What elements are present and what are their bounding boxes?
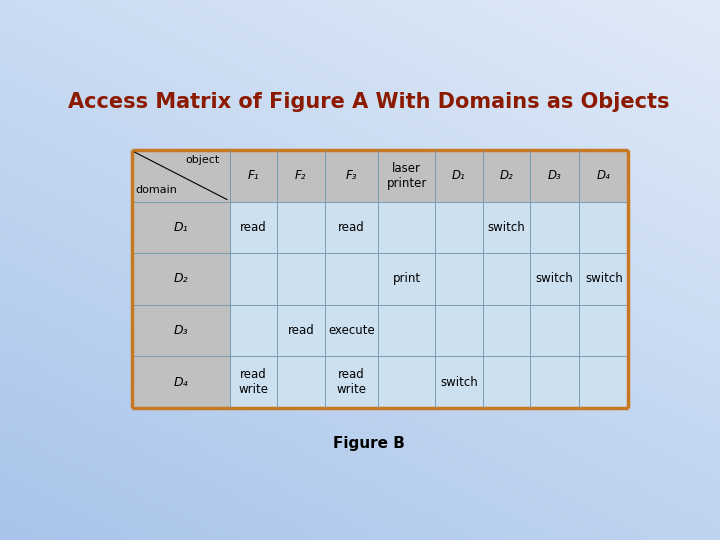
Bar	[132, 253, 230, 305]
Bar	[132, 150, 230, 201]
Bar	[579, 253, 629, 305]
Bar	[132, 201, 230, 253]
Text: switch: switch	[440, 375, 477, 389]
Text: D₁: D₁	[452, 170, 466, 183]
Bar	[378, 150, 435, 201]
Text: F₁: F₁	[248, 170, 259, 183]
Text: object: object	[185, 156, 220, 165]
Bar	[482, 201, 530, 253]
Bar	[230, 305, 277, 356]
Bar	[132, 356, 230, 408]
Bar	[530, 305, 579, 356]
Bar	[230, 201, 277, 253]
Text: D₃: D₃	[174, 324, 188, 337]
Text: switch: switch	[585, 273, 623, 286]
Bar	[230, 150, 277, 201]
Bar	[579, 305, 629, 356]
Bar	[435, 201, 482, 253]
Bar	[277, 253, 325, 305]
Bar	[325, 356, 378, 408]
Bar	[378, 356, 435, 408]
Bar	[378, 253, 435, 305]
Bar	[435, 150, 482, 201]
Bar	[482, 305, 530, 356]
Text: Access Matrix of Figure A With Domains as Objects: Access Matrix of Figure A With Domains a…	[68, 92, 670, 112]
Text: D₁: D₁	[174, 221, 188, 234]
Bar	[482, 150, 530, 201]
Bar	[277, 201, 325, 253]
Bar	[325, 305, 378, 356]
Bar	[530, 201, 579, 253]
Bar	[579, 356, 629, 408]
Bar	[530, 150, 579, 201]
Text: Figure B: Figure B	[333, 436, 405, 451]
Text: execute: execute	[328, 324, 375, 337]
Bar	[435, 253, 482, 305]
Text: read: read	[338, 221, 365, 234]
Bar	[325, 150, 378, 201]
Bar	[378, 201, 435, 253]
Text: F₂: F₂	[295, 170, 307, 183]
Text: D₄: D₄	[174, 375, 188, 389]
Bar	[482, 253, 530, 305]
Text: domain: domain	[135, 185, 177, 195]
Text: D₃: D₃	[548, 170, 562, 183]
Text: read
write: read write	[336, 368, 366, 396]
Text: switch: switch	[536, 273, 573, 286]
Bar	[530, 253, 579, 305]
Text: read: read	[287, 324, 314, 337]
Text: switch: switch	[487, 221, 525, 234]
Bar	[325, 253, 378, 305]
Text: print: print	[392, 273, 420, 286]
Bar	[277, 150, 325, 201]
Text: read
write: read write	[238, 368, 269, 396]
Bar	[230, 356, 277, 408]
Bar	[435, 356, 482, 408]
Bar	[277, 356, 325, 408]
Text: read: read	[240, 221, 267, 234]
Text: D₂: D₂	[500, 170, 513, 183]
Text: laser
printer: laser printer	[387, 162, 427, 190]
Bar	[579, 150, 629, 201]
Bar	[435, 305, 482, 356]
Bar	[530, 356, 579, 408]
Bar	[378, 305, 435, 356]
Bar	[230, 253, 277, 305]
Bar	[277, 305, 325, 356]
Bar	[132, 305, 230, 356]
Text: D₄: D₄	[597, 170, 611, 183]
Bar	[482, 356, 530, 408]
Text: F₃: F₃	[346, 170, 357, 183]
Bar	[325, 201, 378, 253]
Bar	[579, 201, 629, 253]
Text: D₂: D₂	[174, 273, 188, 286]
